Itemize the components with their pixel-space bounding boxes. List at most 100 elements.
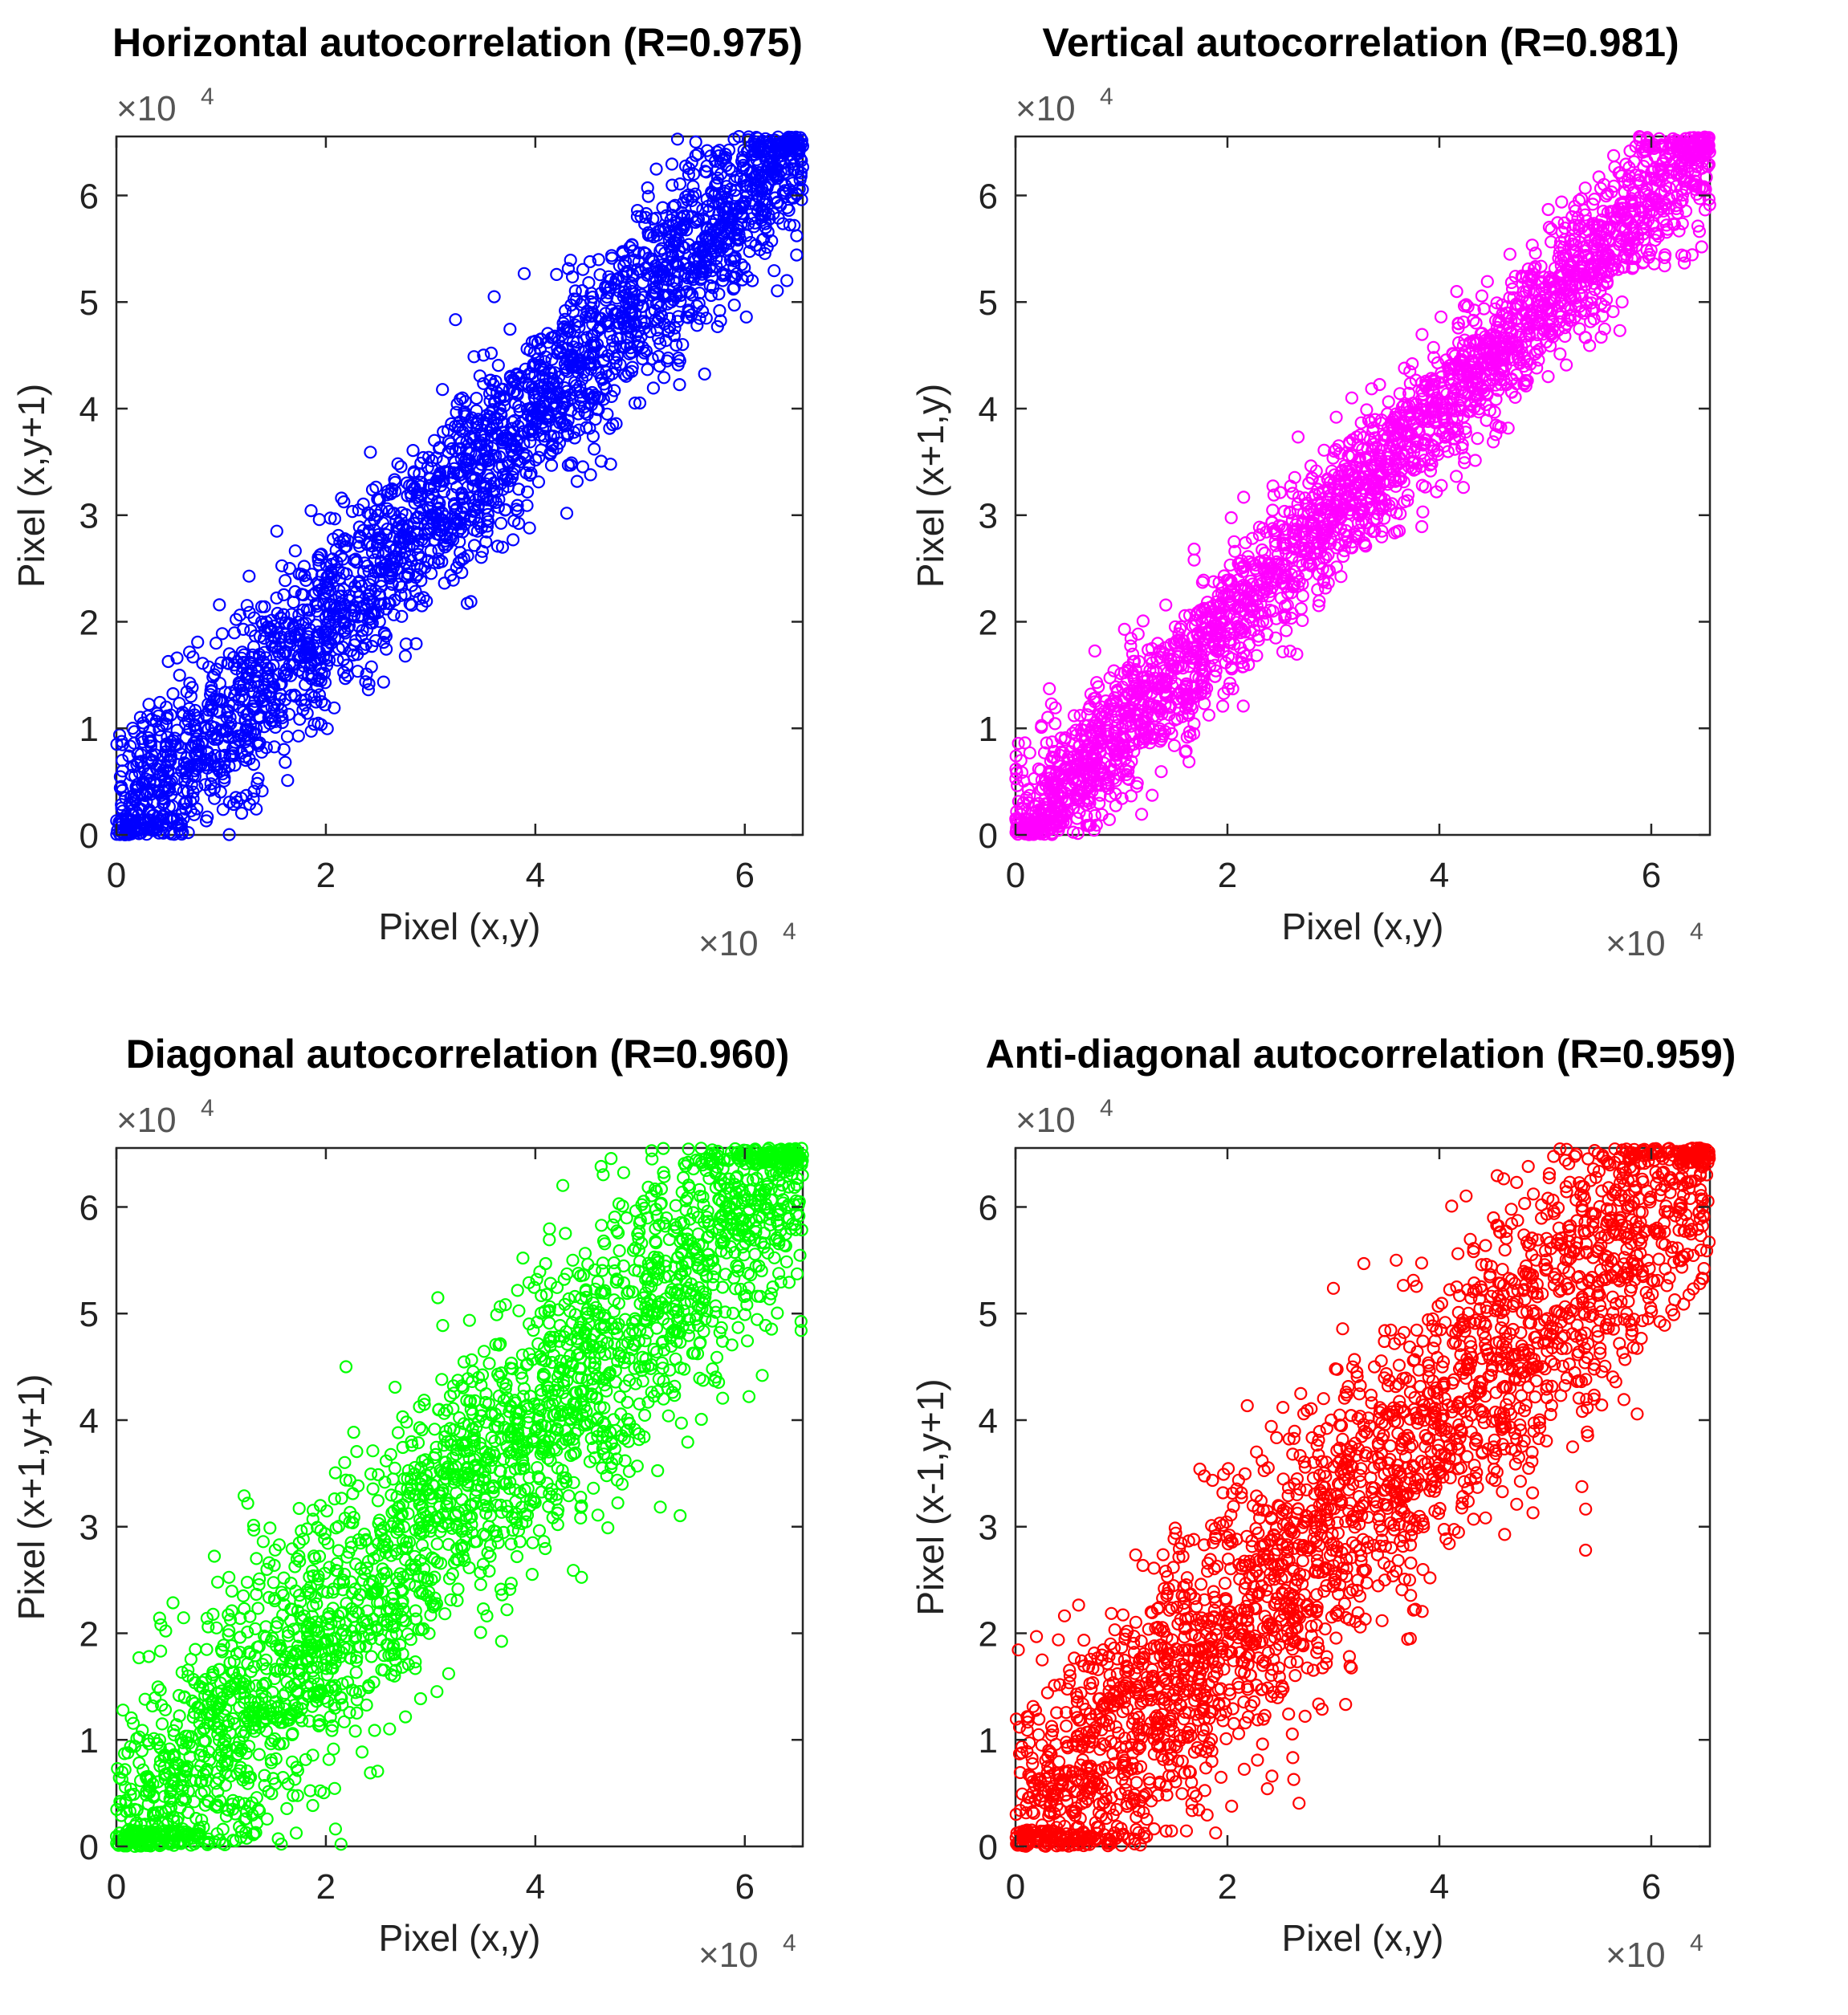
data-point [356,641,371,655]
data-point [455,565,469,580]
data-point [647,265,661,279]
data-point [428,434,442,447]
y-axis-multiplier: ×10 4 [116,83,214,128]
data-point [631,263,645,276]
y-tick-label: 1 [79,710,99,749]
data-point [599,293,613,307]
data-point [453,535,466,548]
x-tick-label: 2 [316,856,336,895]
data-point [605,417,620,432]
data-point [570,474,584,488]
data-point [381,484,395,498]
data-point [592,253,605,267]
data-point [454,553,468,567]
x-axis-multiplier: ×10 4 [698,918,796,963]
chart-panel-1: Horizontal autocorrelation (R=0.975)0 2 4 6… [10,20,810,963]
data-point [671,310,686,324]
data-point [601,320,616,333]
data-point [447,499,462,512]
data-point [641,189,655,203]
data-point [282,707,296,721]
data-point [180,685,193,698]
data-point [341,669,355,682]
data-point [144,734,157,747]
data-point [380,642,393,656]
data-point [554,411,568,425]
data-point [387,608,401,621]
scatter-series [110,130,810,842]
data-point [247,611,261,625]
data-point [693,311,706,325]
data-point [474,551,488,564]
data-point [364,660,378,674]
data-point [183,645,197,659]
data-point [391,457,405,470]
data-point [205,680,218,694]
data-point [712,207,726,221]
chart-title: Vertical autocorrelation (R=0.981) [1042,20,1679,65]
data-point [584,357,597,372]
data-point [531,450,546,464]
data-point [279,755,292,769]
data-point [603,421,617,435]
data-point [776,217,790,230]
data-point [423,478,438,492]
data-point [250,776,264,791]
data-point [678,159,693,173]
data-point [568,284,582,298]
data-point [409,637,423,651]
y-tick-label: 5 [79,283,99,323]
y-tick-label: 6 [79,177,99,216]
data-point [398,649,412,663]
data-point [328,701,341,714]
data-point [584,468,597,482]
data-point [309,597,323,611]
data-point [233,609,246,622]
data-point [366,572,380,585]
data-point [170,651,184,665]
data-point [688,187,702,201]
data-point [173,697,186,710]
data-point [275,559,289,572]
data-point [216,803,230,816]
data-point [765,234,779,248]
data-point [242,569,256,583]
data-point [181,825,195,840]
data-point [362,564,376,578]
data-point [712,149,726,163]
data-point [467,523,481,537]
x-tick-label: 0 [107,856,126,895]
data-point [490,539,505,553]
data-point [436,383,450,397]
data-point [258,645,271,659]
data-point [790,229,804,242]
data-point [240,599,254,613]
data-point [467,539,482,552]
chart-panel-2: Vertical autocorrelation (R=0.981)0 2 4 601… [910,20,1716,963]
data-point [406,443,420,458]
data-point [649,279,664,293]
data-point [267,740,281,754]
data-point [583,254,597,269]
data-point [247,784,261,798]
data-point [630,210,645,223]
y-axis-label: Pixel (x,y+1) [10,384,52,588]
data-point [362,677,376,691]
data-point [368,608,381,621]
data-point [492,460,506,474]
data-point [279,574,292,588]
y-tick-label: 0 [79,816,99,856]
data-point [477,348,490,362]
data-point [480,525,494,539]
data-point [576,460,590,474]
data-point [430,527,444,541]
data-point [315,694,328,709]
data-point [617,368,631,381]
data-point [703,279,717,292]
data-point [692,296,706,310]
data-point [491,359,505,372]
data-point [641,181,654,195]
data-point [305,568,319,581]
data-point [452,432,466,446]
